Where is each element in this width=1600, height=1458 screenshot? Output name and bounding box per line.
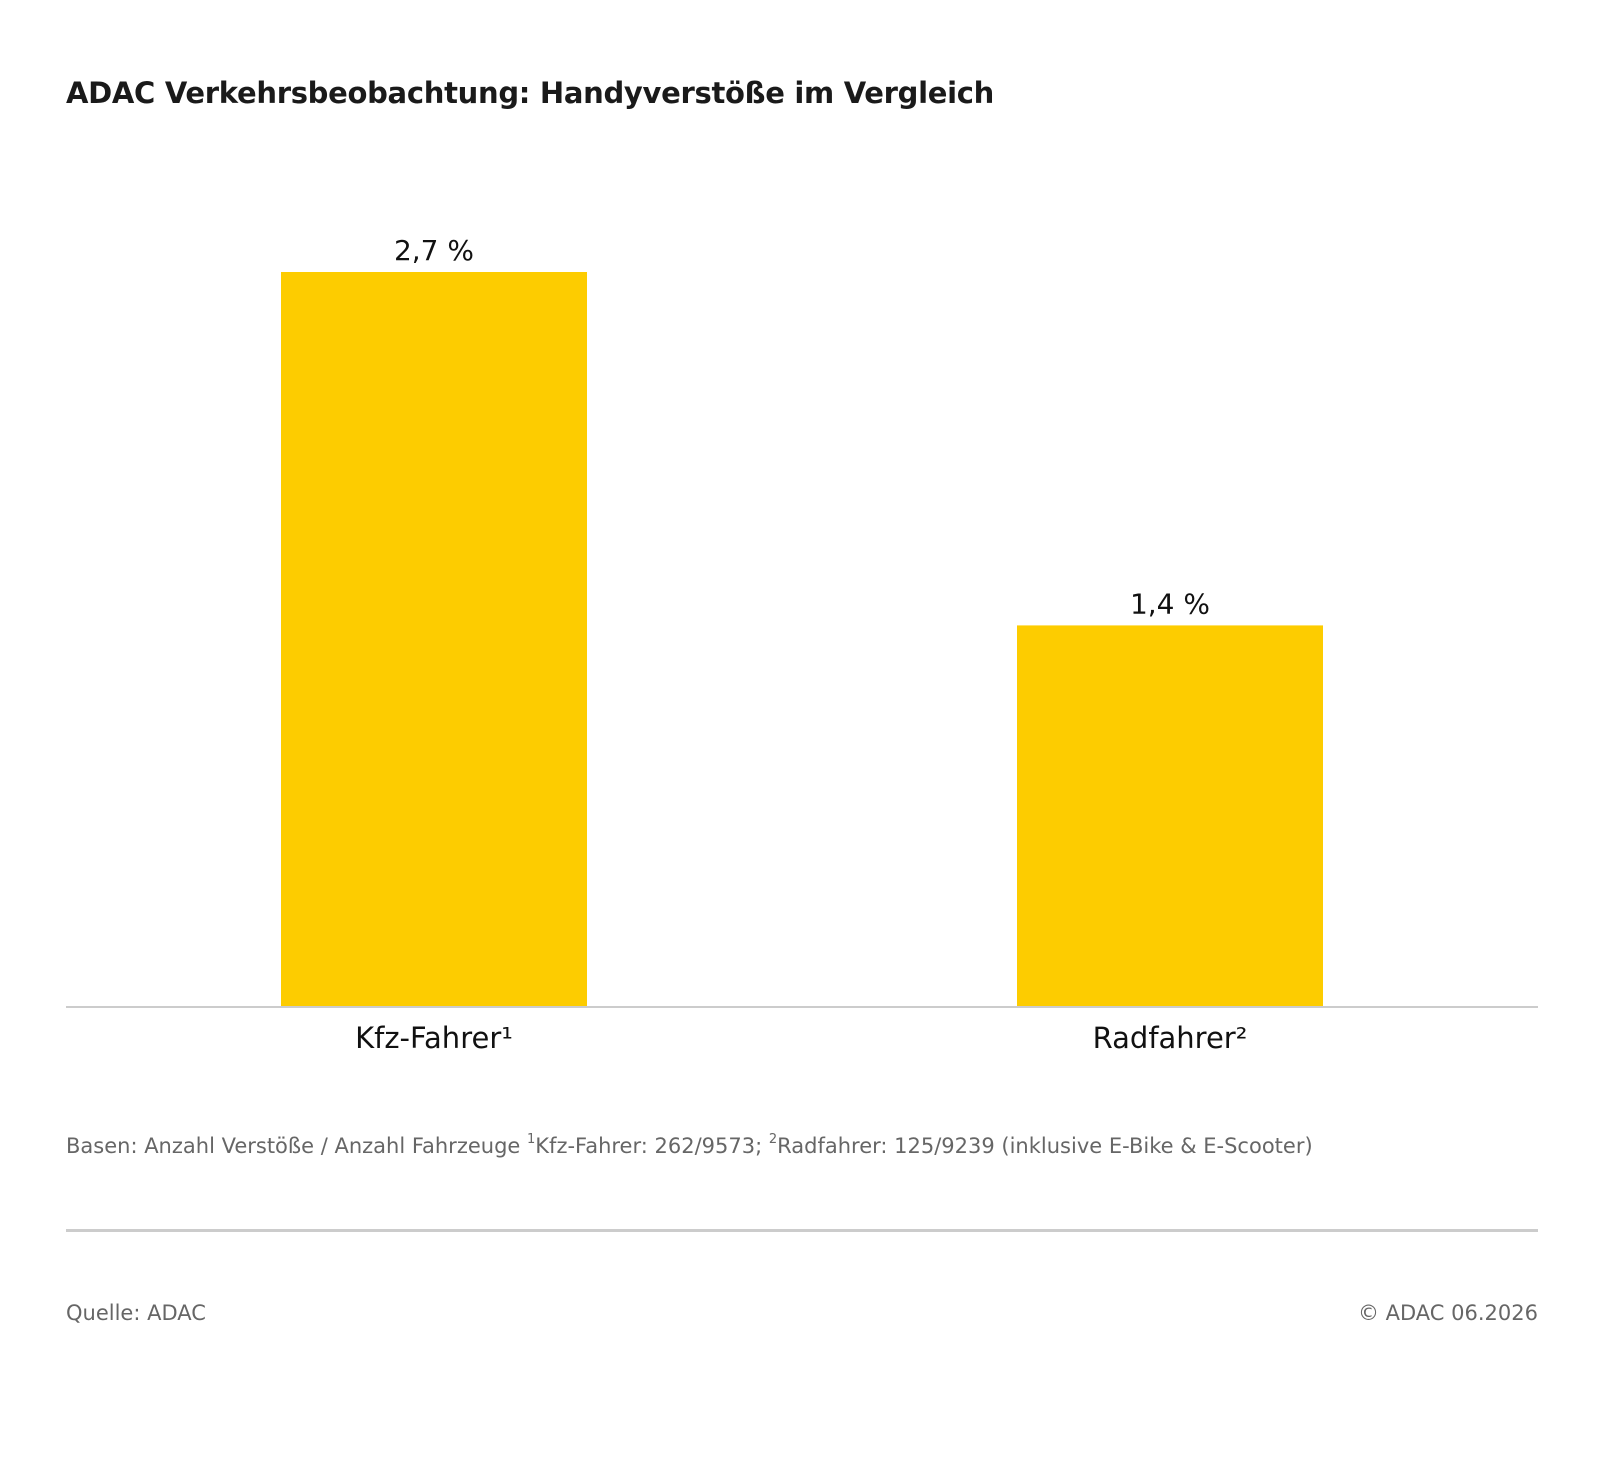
chart-title: ADAC Verkehrsbeobachtung: Handyverstöße … xyxy=(66,76,994,110)
bar-chart: 2,7 % Kfz-Fahrer¹ 1,4 % Radfahrer² xyxy=(66,234,1538,1055)
footnote-prefix: Basen: Anzahl Verstöße / Anzahl Fahrzeug… xyxy=(66,1134,527,1158)
category-label-2: Radfahrer² xyxy=(1093,1021,1248,1055)
value-label-1: 2,7 % xyxy=(394,234,474,267)
bars-group xyxy=(281,272,1323,1006)
bar-1 xyxy=(281,272,587,1006)
source-label: Quelle: ADAC xyxy=(66,1301,206,1325)
value-label-2: 1,4 % xyxy=(1130,587,1210,620)
labels-group: 2,7 % Kfz-Fahrer¹ 1,4 % Radfahrer² xyxy=(355,234,1247,1055)
footnote: Basen: Anzahl Verstöße / Anzahl Fahrzeug… xyxy=(66,1132,1313,1158)
category-label-1: Kfz-Fahrer¹ xyxy=(355,1021,513,1055)
footnote-part-1: Kfz-Fahrer: 262/9573; xyxy=(535,1134,769,1158)
footnote-mark-2: 2 xyxy=(768,1132,778,1147)
footer-divider xyxy=(66,1229,1538,1232)
footnote-part-2: Radfahrer: 125/9239 (inklusive E-Bike & … xyxy=(777,1134,1313,1158)
copyright-label: © ADAC 06.2026 xyxy=(1357,1301,1538,1325)
footnote-mark-1: 1 xyxy=(527,1132,536,1147)
bar-2 xyxy=(1017,625,1323,1006)
